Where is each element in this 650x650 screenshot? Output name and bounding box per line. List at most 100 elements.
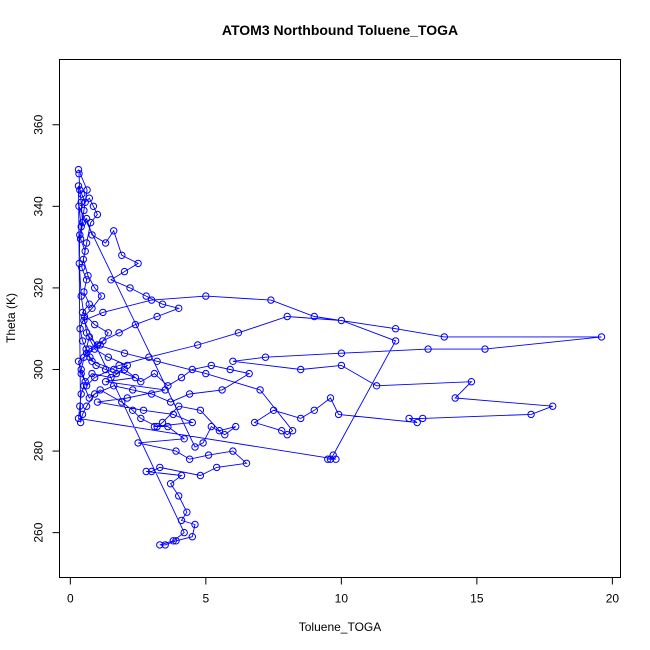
data-point: [123, 394, 132, 402]
data-point: [74, 182, 83, 190]
data-point: [153, 422, 161, 431]
data-point: [82, 239, 91, 247]
data-point: [180, 435, 188, 443]
data-point: [74, 165, 83, 174]
data-point: [97, 292, 106, 300]
x-axis: 0 5 10 15 20: [67, 577, 619, 606]
data-point: [86, 353, 94, 361]
data-point: [451, 394, 459, 402]
x-tick-label: 10: [335, 592, 349, 606]
data-point: [123, 361, 132, 370]
data-point: [75, 259, 84, 268]
data-point: [334, 410, 343, 419]
data-point: [88, 304, 96, 312]
data-point: [297, 365, 305, 374]
data-point: [147, 296, 156, 304]
data-point: [166, 480, 175, 488]
data-point: [283, 431, 291, 439]
data-point: [242, 459, 251, 467]
data-point: [337, 349, 346, 357]
data-point: [101, 239, 110, 247]
data-point: [161, 541, 169, 549]
data-point: [81, 198, 89, 207]
data-point: [250, 418, 259, 427]
data-point: [82, 382, 91, 390]
data-point: [78, 337, 87, 345]
data-point: [96, 386, 104, 394]
data-point: [88, 357, 96, 365]
y-tick-label: 280: [32, 441, 46, 461]
data-point: [310, 406, 318, 414]
data-point: [150, 422, 159, 431]
y-tick-label: 340: [32, 196, 46, 216]
data-point: [158, 418, 167, 427]
data-point: [188, 418, 197, 427]
data-point: [91, 284, 99, 292]
x-tick-label: 15: [470, 592, 484, 606]
data-point: [232, 422, 240, 431]
data-point: [77, 365, 85, 374]
data-point: [137, 378, 145, 386]
data-point: [87, 218, 95, 227]
data-point: [177, 373, 186, 382]
data-point: [115, 329, 123, 337]
data-point: [85, 394, 94, 402]
data-point: [82, 214, 91, 223]
data-point: [77, 369, 85, 378]
series-points-group: [74, 165, 606, 549]
data-point: [196, 406, 205, 414]
data-point: [107, 276, 115, 284]
data-point: [204, 451, 213, 459]
data-point: [172, 447, 180, 455]
data-point: [196, 471, 205, 480]
data-point: [129, 406, 137, 414]
data-point: [267, 296, 275, 304]
data-point: [82, 276, 91, 284]
data-point: [91, 345, 99, 353]
data-point: [134, 259, 142, 268]
data-point: [324, 455, 332, 463]
data-point: [166, 398, 175, 406]
data-point: [221, 431, 229, 439]
data-point: [85, 345, 94, 353]
data-point: [129, 386, 137, 394]
data-point: [229, 357, 237, 365]
data-point: [78, 308, 87, 317]
data-point: [467, 378, 476, 386]
data-point: [80, 382, 88, 390]
data-point: [80, 206, 88, 215]
y-tick-label: 320: [32, 278, 46, 298]
data-point: [83, 186, 91, 194]
data-point: [77, 223, 85, 231]
data-point: [481, 345, 489, 353]
data-point: [245, 369, 253, 378]
data-point: [234, 329, 243, 337]
y-tick-label: 300: [32, 359, 46, 379]
data-point: [75, 202, 83, 211]
data-point: [76, 325, 84, 333]
data-point: [82, 345, 90, 353]
data-point: [118, 398, 126, 406]
data-point: [207, 422, 216, 431]
data-point: [120, 349, 129, 357]
data-point: [175, 492, 183, 500]
data-point: [78, 263, 86, 272]
data-point: [77, 198, 85, 207]
data-point: [77, 292, 85, 300]
data-point: [424, 345, 432, 353]
data-point: [120, 267, 129, 276]
data-point: [283, 312, 291, 321]
data-point: [137, 414, 145, 423]
data-point: [185, 455, 194, 463]
data-point: [82, 329, 91, 337]
y-axis: 260 280 300 320 340 360: [32, 114, 60, 543]
data-point: [142, 467, 150, 476]
data-point: [101, 378, 110, 386]
data-point: [185, 390, 194, 398]
data-point: [419, 414, 427, 423]
data-point: [153, 312, 161, 321]
data-point: [372, 382, 381, 390]
data-point: [79, 255, 88, 264]
data-point: [194, 341, 202, 349]
